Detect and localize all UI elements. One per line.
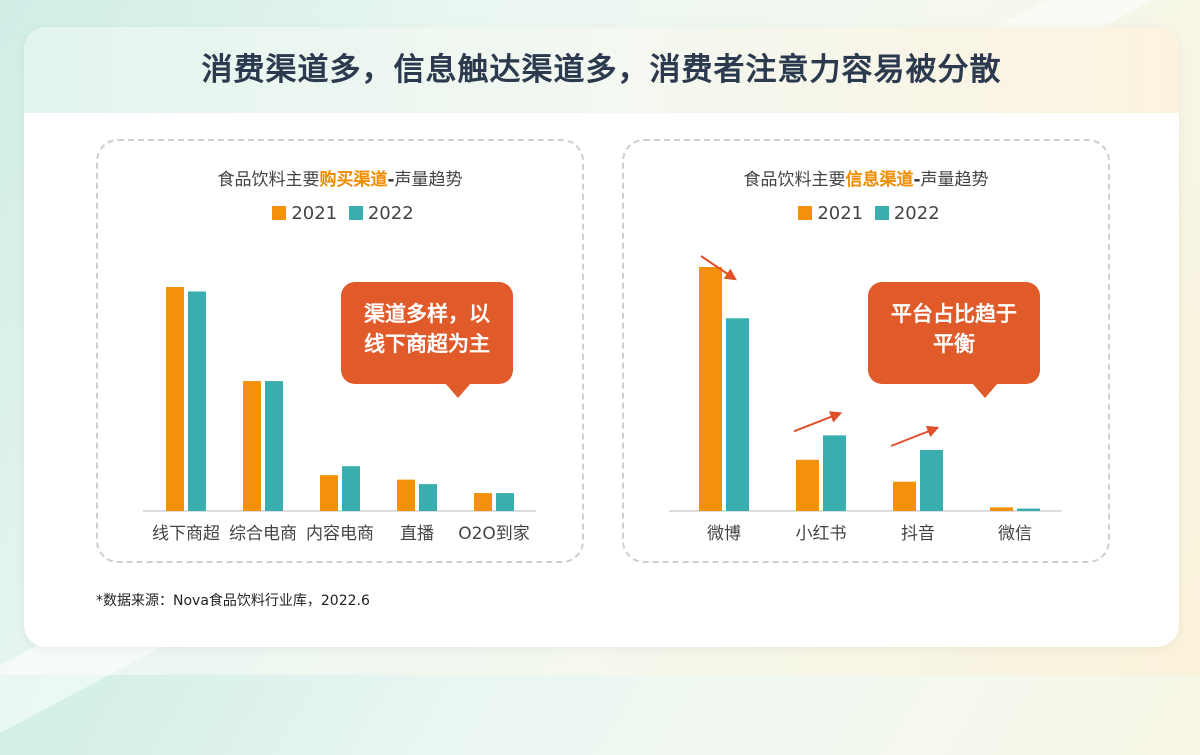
main-card: 消费渠道多，信息触达渠道多，消费者注意力容易被分散 食品饮料主要购买渠道-声量趋… bbox=[24, 27, 1179, 647]
x-tick-label: 直播 bbox=[400, 524, 434, 544]
panel-title-prefix: 食品饮料主要 bbox=[743, 170, 846, 190]
trend-arrow-down bbox=[700, 255, 737, 281]
x-tick-label: 小红书 bbox=[796, 524, 847, 544]
panel-title-highlight: 信息渠道 bbox=[845, 170, 914, 190]
legend-label-2022: 2022 bbox=[367, 203, 414, 224]
info-channel-panel: 食品饮料主要信息渠道-声量趋势 2021 2022 微博 小红书 抖音 微信 平台占比… bbox=[622, 139, 1110, 563]
x-tick-label: 微博 bbox=[707, 524, 741, 544]
bar-2021-1 bbox=[796, 459, 819, 511]
legend-swatch-2022 bbox=[874, 206, 889, 220]
x-tick-label: 微信 bbox=[998, 524, 1032, 544]
callout-tail bbox=[972, 383, 998, 398]
legend-swatch-2021 bbox=[272, 206, 287, 220]
trend-arrow-up bbox=[890, 425, 940, 447]
purchase-channel-chart: 线下商超 综合电商 内容电商 直播 O2O到家 bbox=[143, 287, 536, 544]
bar-2022-0 bbox=[188, 291, 206, 511]
page-title: 消费渠道多，信息触达渠道多，消费者注意力容易被分散 bbox=[201, 52, 1002, 88]
bar-2022-1 bbox=[823, 435, 846, 511]
x-tick-label: 综合电商 bbox=[229, 524, 297, 544]
bar-2022-2 bbox=[920, 450, 943, 511]
panel-title-prefix: 食品饮料主要 bbox=[217, 170, 320, 190]
bar-2022-3 bbox=[1017, 508, 1040, 511]
bar-2021-0 bbox=[699, 267, 722, 511]
x-tick-label: 内容电商 bbox=[306, 524, 374, 544]
chart-legend: 2021 2022 bbox=[98, 203, 582, 224]
bar-2022-2 bbox=[342, 466, 360, 511]
bar-2021-4 bbox=[474, 493, 492, 511]
card-header-band bbox=[24, 27, 1179, 113]
panel-title-dash: - bbox=[387, 170, 395, 190]
legend-swatch-2022 bbox=[348, 206, 363, 220]
bar-2022-4 bbox=[496, 493, 514, 511]
bar-2021-3 bbox=[397, 479, 415, 511]
callout-line: 渠道多样，以 bbox=[364, 302, 490, 326]
x-tick-label: 抖音 bbox=[901, 524, 935, 544]
data-source-note: *数据来源：Nova食品饮料行业库，2022.6 bbox=[96, 593, 370, 609]
callout-tail bbox=[445, 383, 471, 398]
bar-2021-0 bbox=[166, 287, 184, 511]
bar-2021-2 bbox=[893, 481, 916, 511]
bar-2022-0 bbox=[726, 318, 749, 511]
panel-title-dash: - bbox=[913, 170, 921, 190]
panel-title-highlight: 购买渠道 bbox=[319, 170, 388, 190]
panel-title: 食品饮料主要信息渠道-声量趋势 bbox=[624, 165, 1108, 190]
purchase-channel-panel: 食品饮料主要购买渠道-声量趋势 2021 2022 线下商超 综合电商 内容电商 直播… bbox=[96, 139, 584, 563]
bar-2021-2 bbox=[320, 475, 338, 511]
callout-box: 渠道多样，以 线下商超为主 bbox=[341, 282, 513, 398]
callout-line: 平台占比趋于 bbox=[891, 302, 1017, 326]
bar-2022-1 bbox=[265, 381, 283, 511]
callout-line: 线下商超为主 bbox=[364, 332, 490, 356]
legend-label-2022: 2022 bbox=[893, 203, 940, 224]
panel-title-suffix: 声量趋势 bbox=[920, 170, 989, 190]
info-channel-chart: 微博 小红书 抖音 微信 bbox=[669, 255, 1062, 544]
legend-label-2021: 2021 bbox=[291, 203, 338, 224]
legend-label-2021: 2021 bbox=[817, 203, 864, 224]
bar-2021-3 bbox=[990, 507, 1013, 511]
bar-2021-1 bbox=[243, 381, 261, 511]
panel-title-suffix: 声量趋势 bbox=[394, 170, 463, 190]
legend-swatch-2021 bbox=[798, 206, 813, 220]
callout-line: 平衡 bbox=[933, 332, 975, 356]
trend-arrow-up bbox=[793, 411, 843, 433]
callout-box: 平台占比趋于 平衡 bbox=[868, 282, 1040, 398]
x-tick-label: O2O到家 bbox=[458, 524, 530, 544]
panel-title: 食品饮料主要购买渠道-声量趋势 bbox=[98, 165, 582, 190]
chart-legend: 2021 2022 bbox=[624, 203, 1108, 224]
bar-2022-3 bbox=[419, 484, 437, 511]
x-tick-label: 线下商超 bbox=[152, 524, 220, 544]
